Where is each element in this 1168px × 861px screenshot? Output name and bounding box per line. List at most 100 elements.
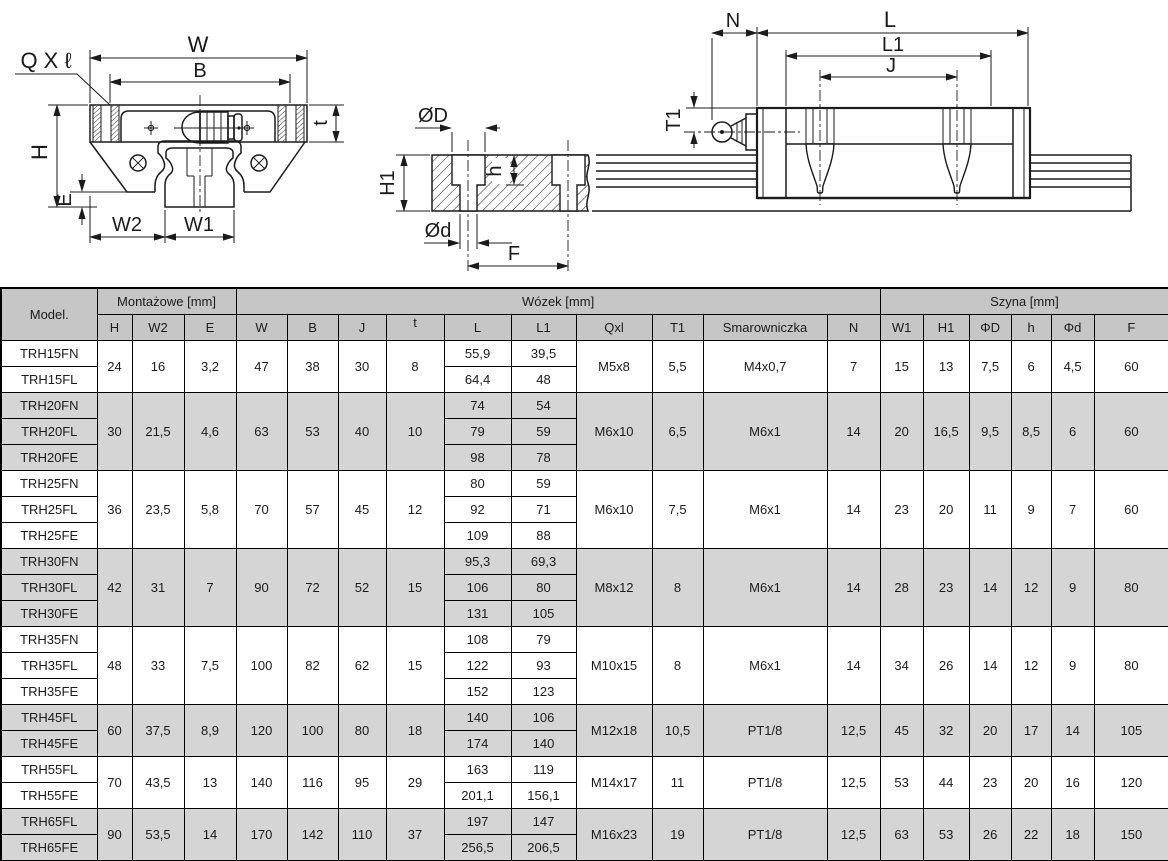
cell-Smar: M4x0,7 — [702, 340, 828, 393]
cell-W: 100 — [235, 626, 288, 705]
cell-W2: 21,5 — [131, 392, 185, 471]
cell-L1: 105 — [510, 600, 577, 627]
tapped-hole-hatch — [93, 106, 101, 141]
cell-L1: 48 — [510, 366, 577, 393]
cell-H1: 53 — [922, 808, 970, 861]
column-header-Smar: Smarowniczka — [702, 314, 828, 341]
cell-FD: 11 — [968, 470, 1012, 549]
cell-L: 95,3 — [443, 548, 512, 575]
cell-Fd: 6 — [1050, 392, 1095, 471]
cell-H: 70 — [96, 756, 133, 809]
table-row-trh20fn: TRH20FN 30 21,5 4,6 63 53 40 10 74 54 M6x10 6,5 M6x1… — [0, 392, 1168, 471]
cell-H: 36 — [96, 470, 133, 549]
cell-L1: 59 — [510, 470, 577, 497]
table-row-trh35fe: TRH35FE 152 123 — [0, 678, 1168, 705]
cell-W1: 28 — [879, 548, 924, 627]
column-header-B: B — [286, 314, 339, 341]
dim-label-od-small: Ød — [425, 220, 452, 242]
column-header-t: t — [385, 314, 445, 341]
cell-FD: 26 — [968, 808, 1012, 861]
cell-L1: 147 — [510, 808, 577, 835]
dim-label-e: E — [54, 193, 76, 206]
column-header-E: E — [183, 314, 237, 341]
cell-T1: 10,5 — [651, 704, 704, 757]
rail-section-diagram: ØD H1 h Ød F — [377, 105, 590, 273]
dim-label-w1: W1 — [184, 214, 214, 236]
cell-L1: 39,5 — [510, 340, 577, 367]
table-row-trh65fl: TRH65FL 90 53,5 14 170 142 110 37 197 147 M16x23 19… — [0, 808, 1168, 861]
column-header-L1: L1 — [510, 314, 577, 341]
carriage-side — [755, 106, 1032, 200]
cell-L1: 54 — [510, 392, 577, 419]
cell-B: 100 — [286, 704, 339, 757]
cell-Smar: M6x1 — [702, 548, 828, 627]
cell-H1: 44 — [922, 756, 970, 809]
cell-J: 30 — [337, 340, 387, 393]
cell-N: 14 — [826, 470, 881, 549]
cell-W2: 31 — [131, 548, 185, 627]
dim-label-f: F — [508, 243, 520, 265]
dim-label-t: t — [310, 120, 332, 126]
cell-J: 40 — [337, 392, 387, 471]
cell-Smar: PT1/8 — [702, 704, 828, 757]
cell-W1: 34 — [879, 626, 924, 705]
model-cell: TRH25FN — [0, 470, 98, 497]
model-cell: TRH65FE — [0, 834, 98, 861]
cell-W2: 37,5 — [131, 704, 185, 757]
cell-h: 17 — [1010, 704, 1052, 757]
model-cell: TRH35FE — [0, 678, 98, 705]
grease-nipple-front — [174, 111, 252, 144]
cell-W1: 45 — [879, 704, 924, 757]
cell-F: 120 — [1093, 756, 1168, 809]
dim-label-w2: W2 — [112, 214, 142, 236]
cell-L: 174 — [443, 730, 512, 757]
table-row-trh15fn: TRH15FN 24 16 3,2 47 38 30 8 55,9 39,5 M5x8 5,5 M4x0… — [0, 340, 1168, 393]
cell-L: 74 — [443, 392, 512, 419]
mounting-hole-section — [451, 154, 486, 212]
cell-J: 52 — [337, 548, 387, 627]
cell-t: 8 — [385, 340, 445, 393]
cell-Smar: PT1/8 — [702, 756, 828, 809]
cell-L: 80 — [443, 470, 512, 497]
cell-E: 7,5 — [183, 626, 237, 705]
cell-L1: 106 — [510, 704, 577, 731]
cell-T1: 19 — [651, 808, 704, 861]
cell-Smar: PT1/8 — [702, 808, 828, 861]
cell-L: 197 — [443, 808, 512, 835]
cell-L1: 88 — [510, 522, 577, 549]
table-row-trh25fn: TRH25FN 36 23,5 5,8 70 57 45 12 80 59 M6x10 7,5 M6x1… — [0, 470, 1168, 549]
model-cell: TRH30FE — [0, 600, 98, 627]
cell-FD: 9,5 — [968, 392, 1012, 471]
column-header-Qxl: Qxl — [575, 314, 653, 341]
cell-T1: 7,5 — [651, 470, 704, 549]
cell-W: 170 — [235, 808, 288, 861]
screw-icon — [129, 154, 268, 172]
cell-E: 4,6 — [183, 392, 237, 471]
table-row-trh45fe: TRH45FE 174 140 — [0, 730, 1168, 757]
column-header-h: h — [1010, 314, 1052, 341]
drawings-svg: W B Q X ℓ H E W2 — [15, 7, 1132, 273]
cell-h: 22 — [1010, 808, 1052, 861]
cell-B: 38 — [286, 340, 339, 393]
cell-Qxl: M14x17 — [575, 756, 653, 809]
cell-L1: 71 — [510, 496, 577, 523]
cell-W: 63 — [235, 392, 288, 471]
cell-W: 90 — [235, 548, 288, 627]
cell-H: 24 — [96, 340, 133, 393]
cell-L: 108 — [443, 626, 512, 653]
cell-Fd: 7 — [1050, 470, 1095, 549]
cell-Qxl: M10x15 — [575, 626, 653, 705]
cell-E: 7 — [183, 548, 237, 627]
cell-Qxl: M8x12 — [575, 548, 653, 627]
cell-N: 7 — [826, 340, 881, 393]
cell-T1: 8 — [651, 626, 704, 705]
table-row-trh25fl: TRH25FL 92 71 — [0, 496, 1168, 523]
cell-N: 14 — [826, 392, 881, 471]
cell-FD: 7,5 — [968, 340, 1012, 393]
cell-L: 122 — [443, 652, 512, 679]
cell-Smar: M6x1 — [702, 470, 828, 549]
cell-h: 12 — [1010, 548, 1052, 627]
cell-Fd: 9 — [1050, 626, 1095, 705]
model-cell: TRH35FL — [0, 652, 98, 679]
table-row-trh55fl: TRH55FL 70 43,5 13 140 116 95 29 163 119 M14x17 11 P… — [0, 756, 1168, 809]
